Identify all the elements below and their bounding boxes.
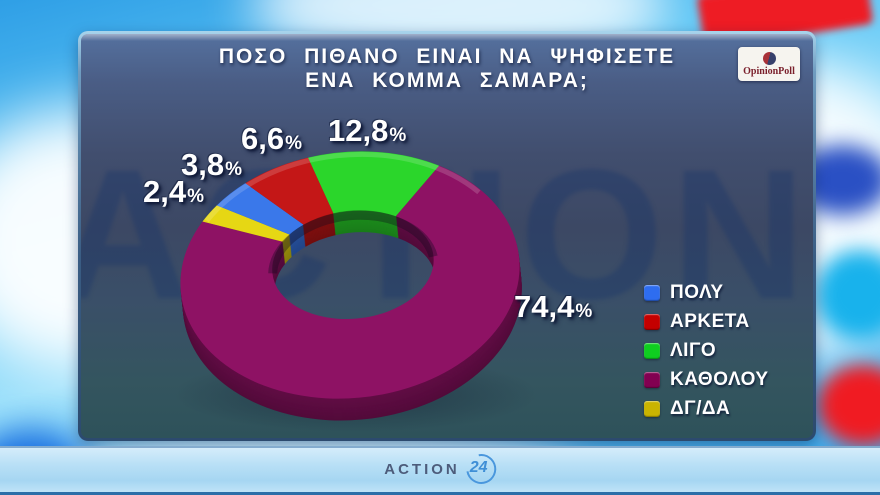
action24-logo: ACTION 24 <box>384 448 502 490</box>
opinionpoll-pie-icon <box>762 51 776 65</box>
poll-question-title: ΠΟΣΟ ΠΙΘΑΝΟ ΕΙΝΑΙ ΝΑ ΨΗΦΙΣΕΤΕ ΕΝΑ ΚΟΜΜΑ … <box>81 45 813 93</box>
legend-swatch <box>644 342 660 359</box>
action24-logo-circle: 24 <box>459 448 502 490</box>
action24-logo-number: 24 <box>469 459 488 476</box>
percent-label-ΔΓ/ΔΑ: 2,4% <box>143 174 204 210</box>
legend-label: ΚΑΘΟΛΟΥ <box>670 368 769 390</box>
percent-sign: % <box>389 125 407 146</box>
poll-panel: ACTION ΠΟΣΟ ΠΙΘΑΝΟ ΕΙΝΑΙ ΝΑ ΨΗΦΙΣΕΤΕ ΕΝΑ… <box>78 31 816 441</box>
legend-item-ΔΓ/ΔΑ: ΔΓ/ΔΑ <box>644 394 769 423</box>
poll-question-line1: ΠΟΣΟ ΠΙΘΑΝΟ ΕΙΝΑΙ ΝΑ ΨΗΦΙΣΕΤΕ <box>218 45 676 68</box>
opinionpoll-label: OpinionPoll <box>743 65 795 77</box>
legend-label: ΑΡΚΕΤΑ <box>670 310 750 332</box>
percent-label-ΛΙΓΟ: 12,8% <box>328 113 406 149</box>
legend-swatch <box>644 400 660 417</box>
donut-slice <box>180 165 520 399</box>
legend-item-ΑΡΚΕΤΑ: ΑΡΚΕΤΑ <box>644 307 769 336</box>
backdrop-cyan-shape <box>815 250 880 340</box>
channel-bar: ACTION 24 <box>0 446 880 495</box>
percent-label-ΑΡΚΕΤΑ: 6,6% <box>241 121 302 157</box>
legend-label: ΛΙΓΟ <box>670 339 717 361</box>
donut-inner-shading <box>268 210 438 274</box>
poll-panel-body: ACTION ΠΟΣΟ ΠΙΘΑΝΟ ΕΙΝΑΙ ΝΑ ΨΗΦΙΣΕΤΕ ΕΝΑ… <box>81 34 813 438</box>
donut-slice <box>308 151 440 217</box>
legend-label: ΠΟΛΥ <box>670 281 724 303</box>
percent-value: 12,8 <box>328 113 389 148</box>
percent-sign: % <box>187 186 205 207</box>
legend-label: ΔΓ/ΔΑ <box>670 397 731 419</box>
donut-slice <box>245 157 334 225</box>
donut-chart <box>180 151 522 421</box>
donut-rim-highlight <box>204 151 481 223</box>
percent-sign: % <box>285 133 303 154</box>
percent-label-ΚΑΘΟΛΟΥ: 74,4% <box>514 289 592 325</box>
percent-value: 6,6 <box>241 121 285 156</box>
donut-slice <box>202 205 290 242</box>
percent-value: 2,4 <box>143 174 187 209</box>
percent-label-ΠΟΛΥ: 3,8% <box>181 147 242 183</box>
poll-question-line2: ΕΝΑ ΚΟΜΜΑ ΣΑΜΑΡΑ; <box>305 69 589 92</box>
chart-legend: ΠΟΛΥ ΑΡΚΕΤΑ ΛΙΓΟ ΚΑΘΟΛΟΥ ΔΓ/ΔΑ <box>644 278 769 423</box>
legend-item-ΛΙΓΟ: ΛΙΓΟ <box>644 336 769 365</box>
backdrop-red-shape <box>818 365 880 445</box>
donut-slice <box>216 183 304 235</box>
percent-value: 74,4 <box>514 289 575 324</box>
percent-value: 3,8 <box>181 147 225 182</box>
action24-logo-text: ACTION <box>384 460 460 478</box>
opinionpoll-badge: OpinionPoll <box>738 47 800 81</box>
legend-item-ΚΑΘΟΛΟΥ: ΚΑΘΟΛΟΥ <box>644 365 769 394</box>
legend-swatch <box>644 371 660 388</box>
legend-swatch <box>644 313 660 330</box>
percent-sign: % <box>225 159 243 180</box>
legend-swatch <box>644 284 660 301</box>
percent-sign: % <box>575 301 593 322</box>
legend-item-ΠΟΛΥ: ΠΟΛΥ <box>644 278 769 307</box>
